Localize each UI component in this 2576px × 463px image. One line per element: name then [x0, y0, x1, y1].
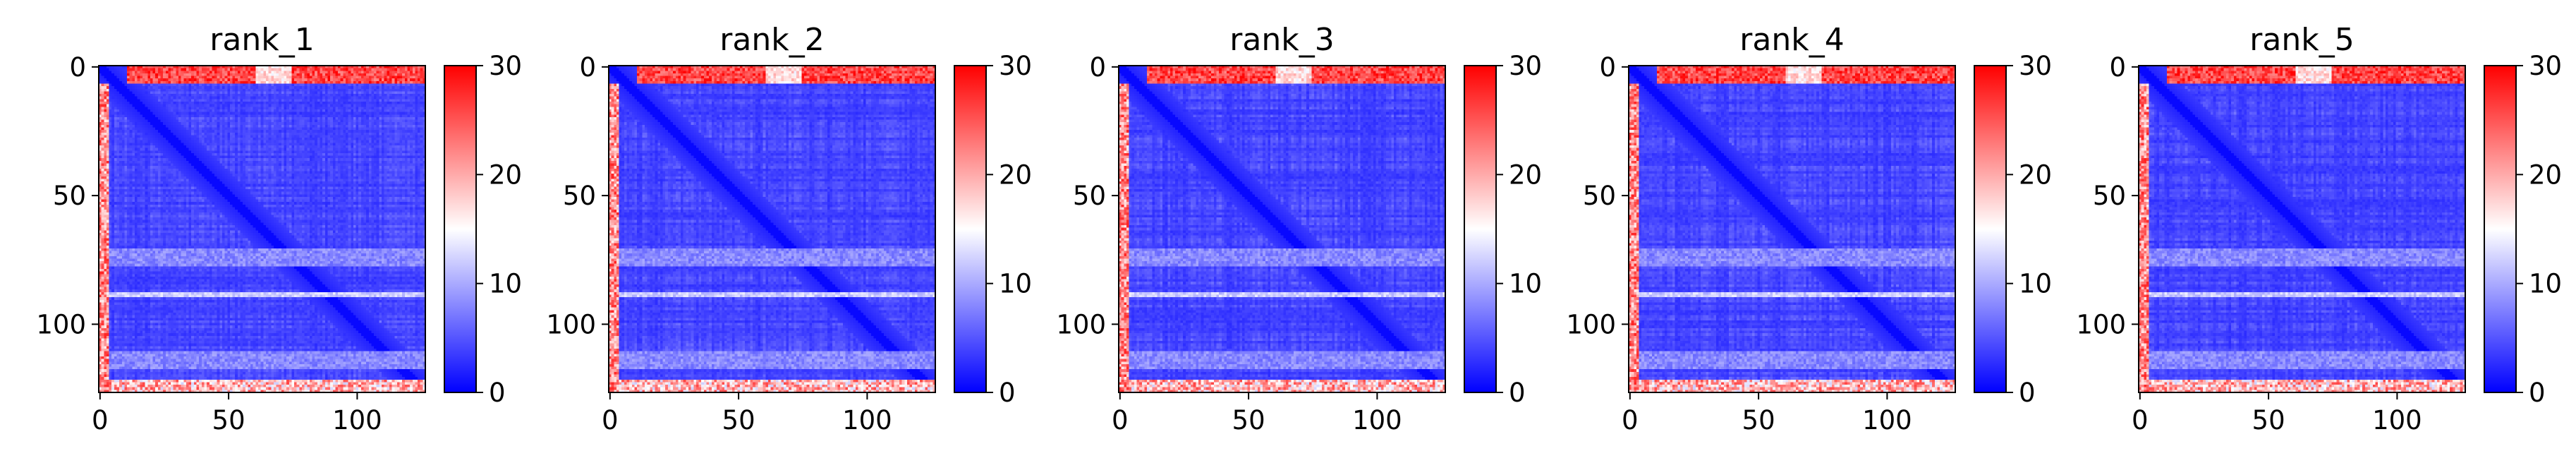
heatmap-image [1119, 66, 1445, 392]
heatmap-panel-2: rank_2 0 50 100 0 50 100 0 10 20 30 [546, 22, 1032, 435]
colorbar-tick-label: 30 [1509, 51, 1542, 81]
y-tick-label: 50 [53, 181, 86, 211]
x-tick-label: 0 [602, 405, 619, 435]
heatmap-image [609, 66, 935, 392]
x-tick-label: 100 [2372, 405, 2422, 435]
x-tick-label: 100 [332, 405, 382, 435]
colorbar-tick-label: 0 [2529, 378, 2546, 408]
colorbar [2484, 65, 2517, 393]
y-tick-label: 100 [2076, 309, 2126, 339]
x-tick-label: 50 [1742, 405, 1775, 435]
y-tick-label: 50 [1073, 181, 1106, 211]
y-tick-label: 100 [36, 309, 86, 339]
colorbar [1464, 65, 1497, 393]
y-tick-label: 50 [1583, 181, 1616, 211]
colorbar-tick-label: 30 [489, 51, 522, 81]
x-tick-label: 100 [1352, 405, 1402, 435]
colorbar-tick-label: 10 [999, 269, 1032, 299]
panel-title: rank_5 [2249, 22, 2354, 58]
y-tick-label: 100 [1056, 309, 1106, 339]
x-tick-label: 50 [2252, 405, 2285, 435]
x-tick-label: 0 [1622, 405, 1639, 435]
y-tick-label: 0 [579, 52, 596, 83]
heatmap-panel-3: rank_3 0 50 100 0 50 100 0 10 20 30 [1056, 22, 1542, 435]
colorbar [1974, 65, 2007, 393]
y-tick-label: 50 [2093, 181, 2126, 211]
colorbar-tick-label: 0 [1509, 378, 1526, 408]
colorbar-tick-label: 20 [489, 160, 522, 190]
panel-title: rank_3 [1229, 22, 1334, 58]
heatmap-panel-4: rank_4 0 50 100 0 50 100 0 10 20 30 [1566, 22, 2052, 435]
colorbar-tick-label: 10 [489, 269, 522, 299]
x-tick-label: 0 [1112, 405, 1129, 435]
heatmap-image [99, 66, 425, 392]
x-tick-label: 50 [1232, 405, 1265, 435]
colorbar-tick-label: 20 [2529, 160, 2562, 190]
heatmap-panel-5: rank_5 0 50 100 0 50 100 0 10 20 30 [2076, 22, 2562, 435]
colorbar-tick-label: 0 [999, 378, 1016, 408]
panel-title: rank_4 [1739, 22, 1844, 58]
y-tick-label: 0 [1599, 52, 1616, 83]
axes-frame [608, 65, 936, 393]
panel-title: rank_2 [719, 22, 824, 58]
colorbar-tick-label: 10 [2019, 269, 2052, 299]
colorbar-tick-label: 10 [2529, 269, 2562, 299]
y-tick-label: 0 [1089, 52, 1106, 83]
colorbar-tick-label: 20 [999, 160, 1032, 190]
x-tick-label: 100 [842, 405, 892, 435]
colorbar-tick-label: 30 [999, 51, 1032, 81]
colorbar-tick-label: 20 [2019, 160, 2052, 190]
x-tick-label: 0 [2132, 405, 2149, 435]
axes-frame [1628, 65, 1956, 393]
colorbar-tick-label: 10 [1509, 269, 1542, 299]
colorbar-tick-label: 30 [2529, 51, 2562, 81]
heatmap-panel-1: rank_1 0 50 100 0 50 100 0 10 20 30 [36, 22, 522, 435]
heatmap-image [1629, 66, 1955, 392]
panel-title: rank_1 [209, 22, 314, 58]
colorbar-tick-label: 20 [1509, 160, 1542, 190]
x-tick-label: 0 [92, 405, 109, 435]
axes-frame [98, 65, 426, 393]
colorbar [444, 65, 477, 393]
colorbar-tick-label: 0 [489, 378, 506, 408]
axes-frame [1118, 65, 1446, 393]
x-tick-label: 50 [212, 405, 245, 435]
colorbar [954, 65, 987, 393]
y-tick-label: 0 [2109, 52, 2126, 83]
y-tick-label: 0 [69, 52, 86, 83]
colorbar-tick-label: 0 [2019, 378, 2036, 408]
colorbar-tick-label: 30 [2019, 51, 2052, 81]
heatmap-image [2139, 66, 2465, 392]
x-tick-label: 50 [722, 405, 755, 435]
y-tick-label: 100 [1566, 309, 1616, 339]
axes-frame [2138, 65, 2466, 393]
y-tick-label: 50 [563, 181, 596, 211]
y-tick-label: 100 [546, 309, 596, 339]
x-tick-label: 100 [1862, 405, 1912, 435]
